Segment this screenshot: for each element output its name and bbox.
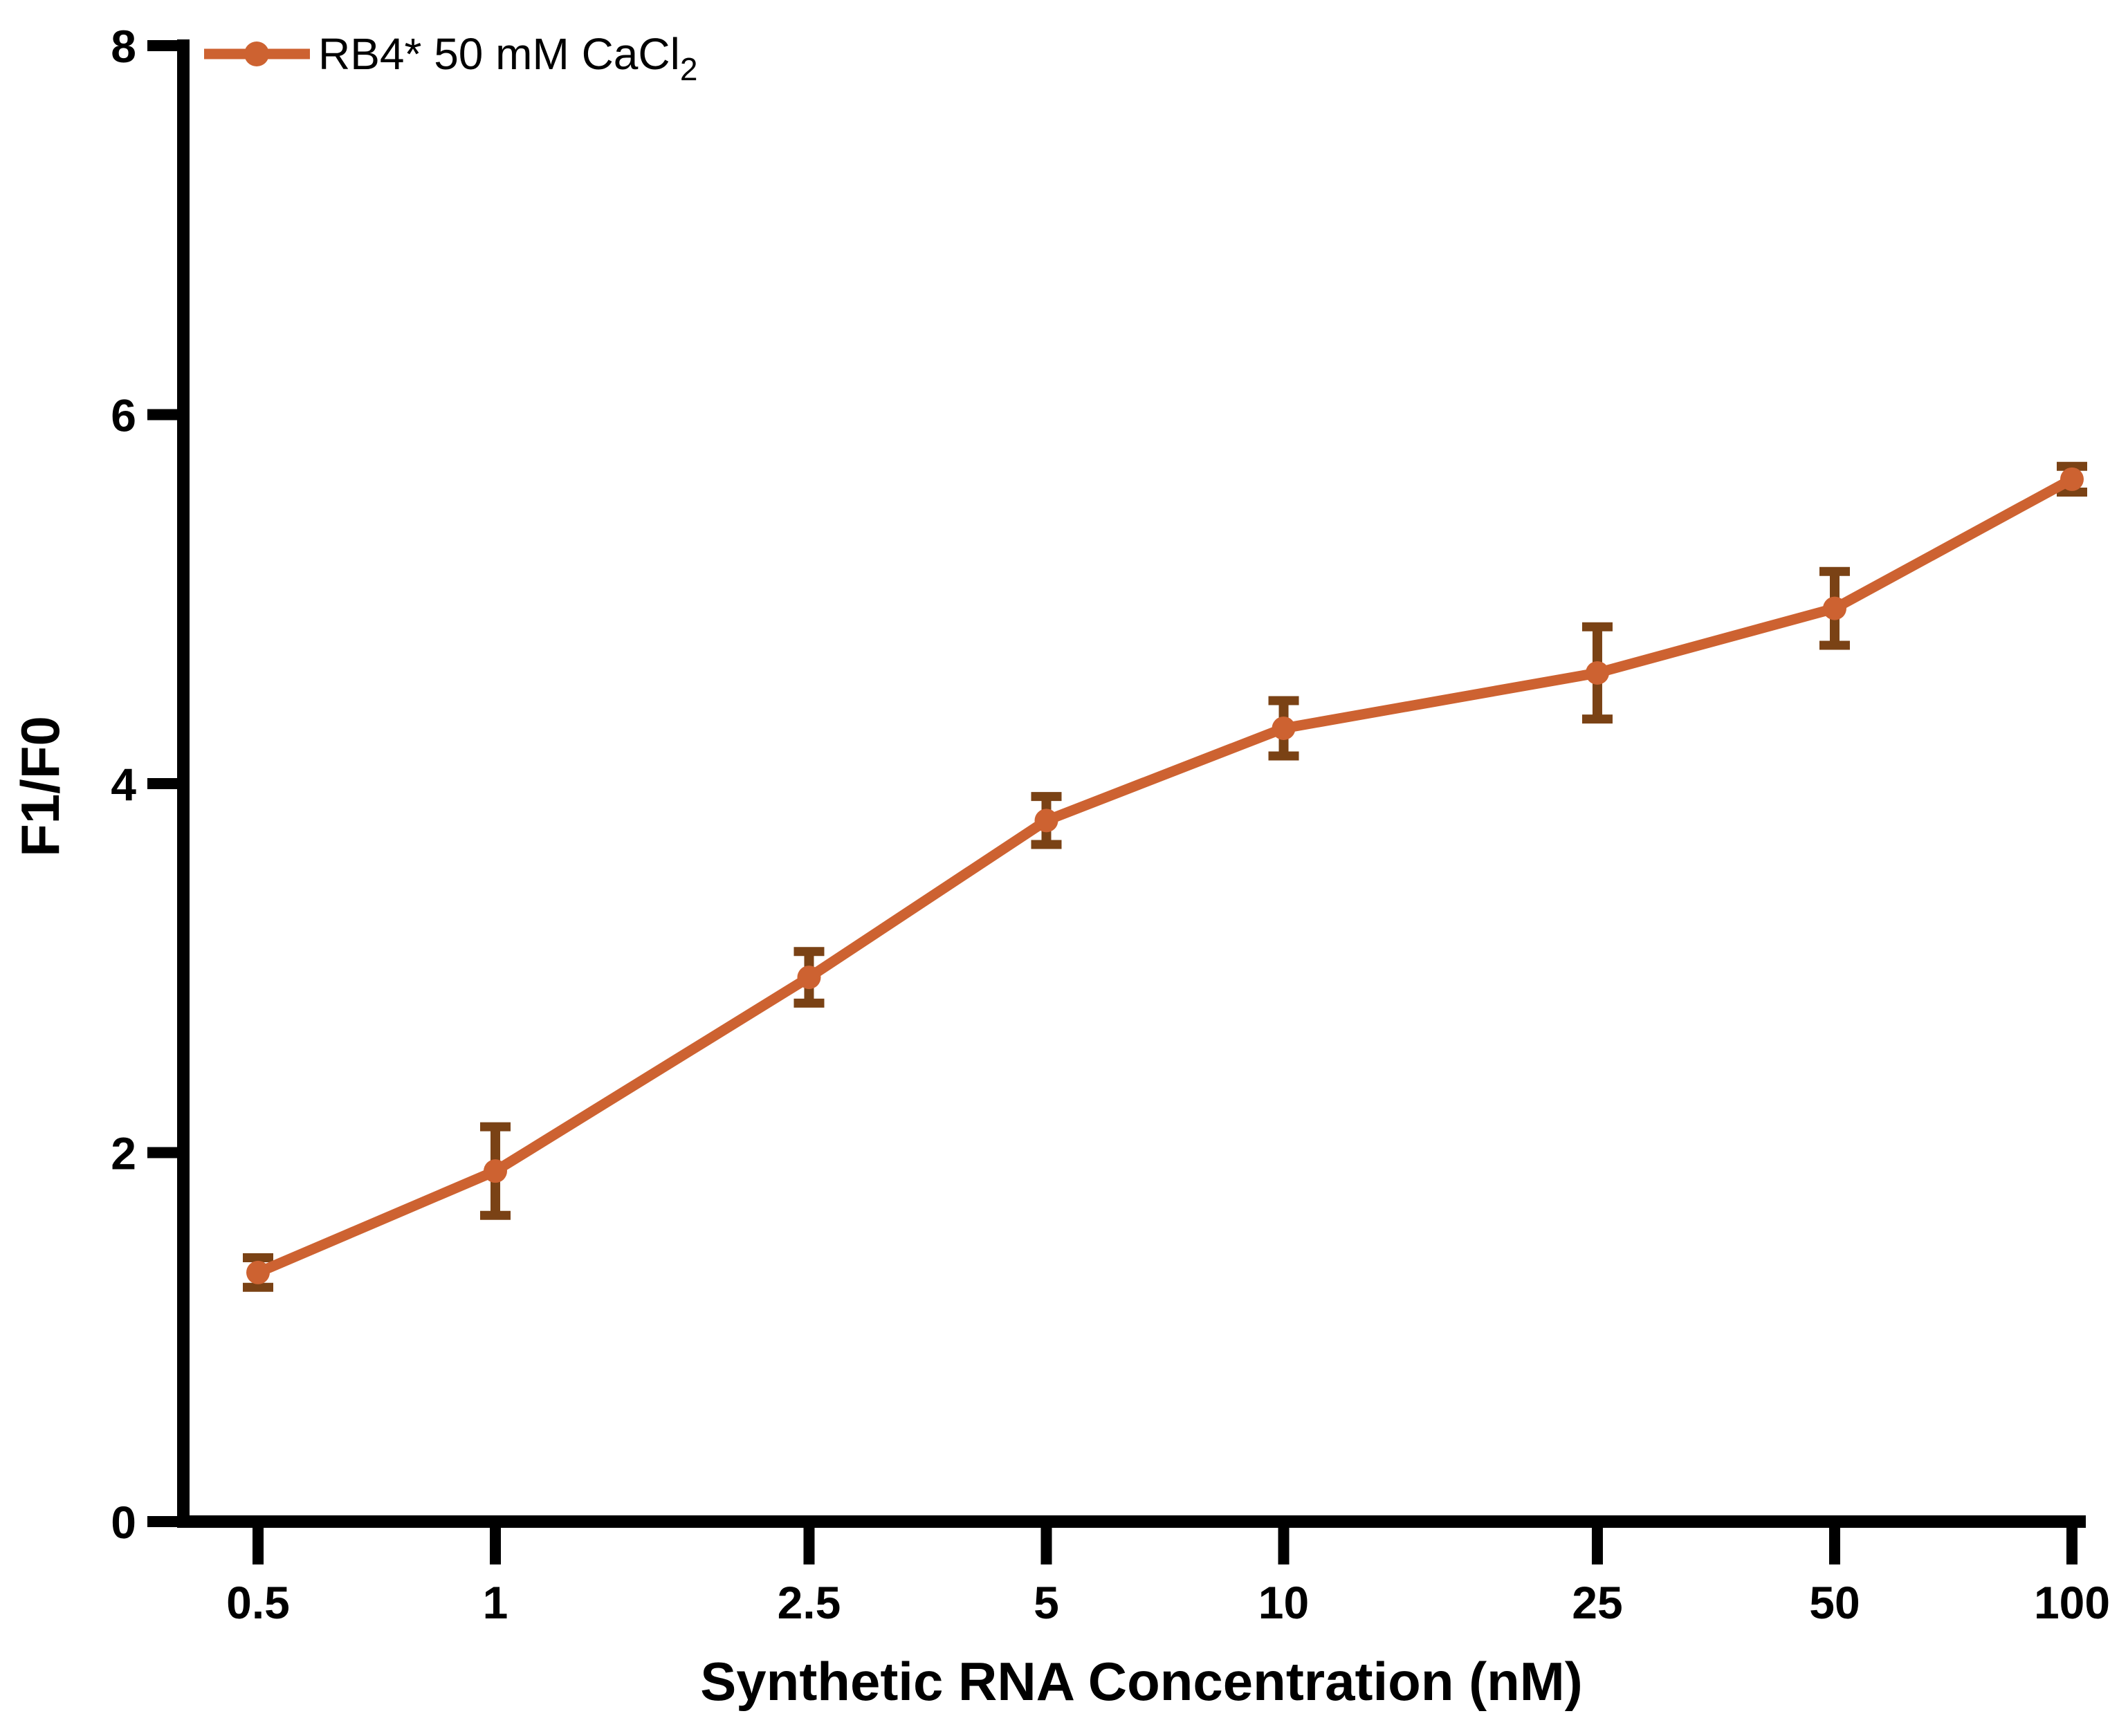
legend-label-subscript: 2 — [680, 51, 698, 87]
data-point-marker — [246, 1260, 270, 1284]
y-tick-label: 8 — [111, 21, 136, 72]
data-point-marker — [1822, 596, 1846, 620]
legend: RB4* 50 mM CaCl2 — [204, 29, 697, 87]
data-point-marker — [1272, 716, 1296, 740]
data-point-marker — [2060, 467, 2084, 491]
y-tick-label: 2 — [111, 1128, 136, 1179]
data-point-marker — [484, 1159, 508, 1183]
data-point-marker — [1585, 661, 1609, 685]
data-point-marker — [1034, 809, 1058, 833]
x-tick-label: 100 — [2034, 1577, 2110, 1628]
x-tick-label: 5 — [1034, 1577, 1059, 1628]
data-series — [243, 461, 2087, 1292]
legend-label: RB4* 50 mM CaCl2 — [318, 29, 697, 87]
x-tick-label: 1 — [483, 1577, 508, 1628]
y-tick-label: 0 — [111, 1497, 136, 1548]
x-tick-label: 0.5 — [226, 1577, 290, 1628]
y-axis-title: F1/F0 — [10, 716, 71, 857]
legend-marker-icon — [244, 41, 269, 66]
y-tick-label: 6 — [111, 390, 136, 441]
data-point-marker — [797, 966, 821, 990]
y-tick-label: 4 — [111, 759, 136, 810]
x-tick-label: 2.5 — [778, 1577, 841, 1628]
x-tick-label: 10 — [1258, 1577, 1309, 1628]
legend-label-main: RB4* 50 mM CaCl — [318, 29, 680, 79]
x-tick-label: 25 — [1572, 1577, 1622, 1628]
axes: 0 2 4 6 8 0.5 1 2.5 5 10 25 50 100 — [111, 21, 2110, 1628]
series-line — [253, 474, 2077, 1278]
x-tick-label: 50 — [1809, 1577, 1860, 1628]
x-axis-title: Synthetic RNA Concentration (nM) — [700, 1651, 1582, 1712]
